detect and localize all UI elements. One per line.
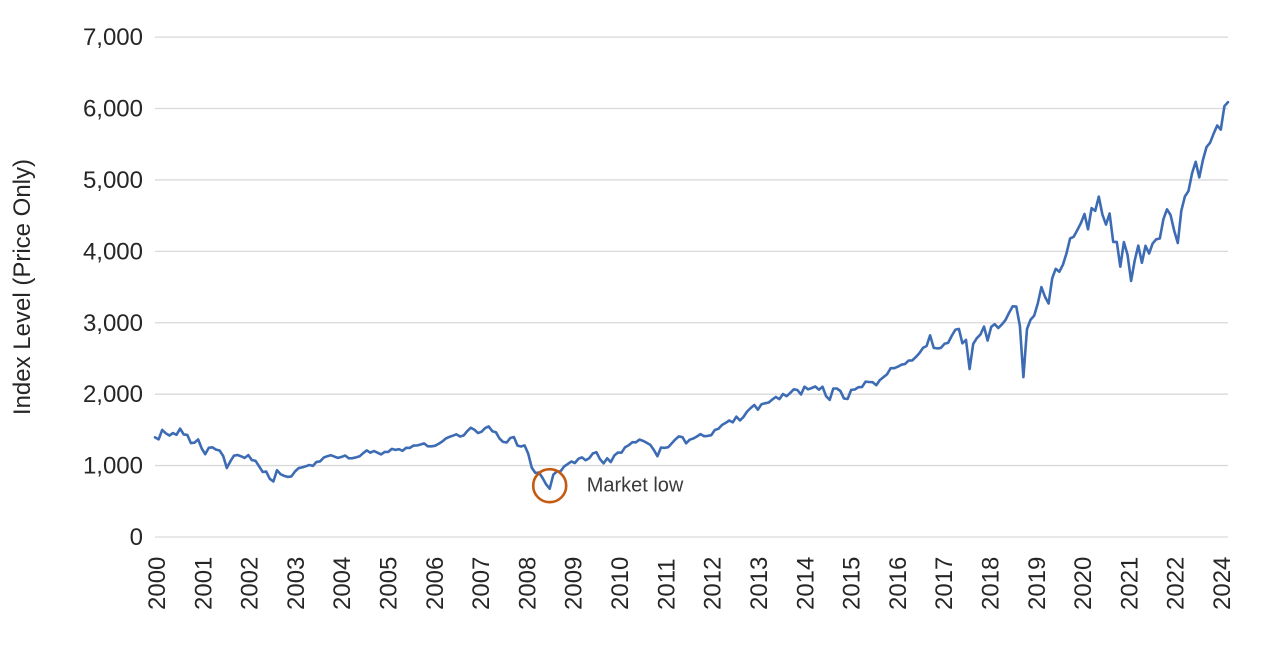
y-tick-label: 0 [130,524,143,551]
x-tick-label: 2020 [1070,557,1097,610]
x-tick-label: 2019 [1024,557,1051,610]
y-tick-label: 7,000 [83,24,143,51]
y-axis-title: Index Level (Price Only) [9,159,36,415]
y-tick-label: 2,000 [83,381,143,408]
y-axis-tick-labels: 0 1,000 2,000 3,000 4,000 5,000 6,000 7,000 [83,24,143,551]
x-tick-label: 2021 [1116,557,1143,610]
x-tick-label: 2005 [376,557,403,610]
x-tick-label: 2008 [514,557,541,610]
x-tick-label: 2009 [561,557,588,610]
x-tick-label: 2002 [237,557,264,610]
x-tick-label: 2003 [283,557,310,610]
x-axis-tick-labels: 2000 2001 2002 2003 2004 2005 2006 2007 2008 2009… [144,557,1236,610]
x-tick-label: 2007 [468,557,495,610]
x-tick-label: 2016 [885,557,912,610]
x-tick-label: 2013 [746,557,773,610]
x-tick-label: 2024 [1209,557,1236,610]
market-low-label: Market low [587,475,684,497]
x-tick-label: 2004 [329,557,356,610]
y-tick-label: 1,000 [83,453,143,480]
x-tick-label: 2010 [607,557,634,610]
y-tick-label: 4,000 [83,238,143,265]
y-tick-label: 5,000 [83,167,143,194]
x-tick-label: 2022 [1163,557,1190,610]
x-tick-label: 2014 [792,557,819,610]
x-tick-label: 2012 [700,557,727,610]
x-tick-label: 2017 [931,557,958,610]
market-low-circle-annotation [531,467,568,504]
x-tick-label: 2015 [839,557,866,610]
gridlines [155,36,1228,538]
x-tick-label: 2018 [977,557,1004,610]
x-tick-label: 2000 [144,557,171,610]
index-price-line [153,100,1230,491]
x-tick-label: 2011 [653,558,680,610]
x-tick-label: 2001 [190,557,217,610]
y-tick-label: 6,000 [83,96,143,123]
x-tick-label: 2006 [422,557,449,610]
y-tick-label: 3,000 [83,310,143,337]
